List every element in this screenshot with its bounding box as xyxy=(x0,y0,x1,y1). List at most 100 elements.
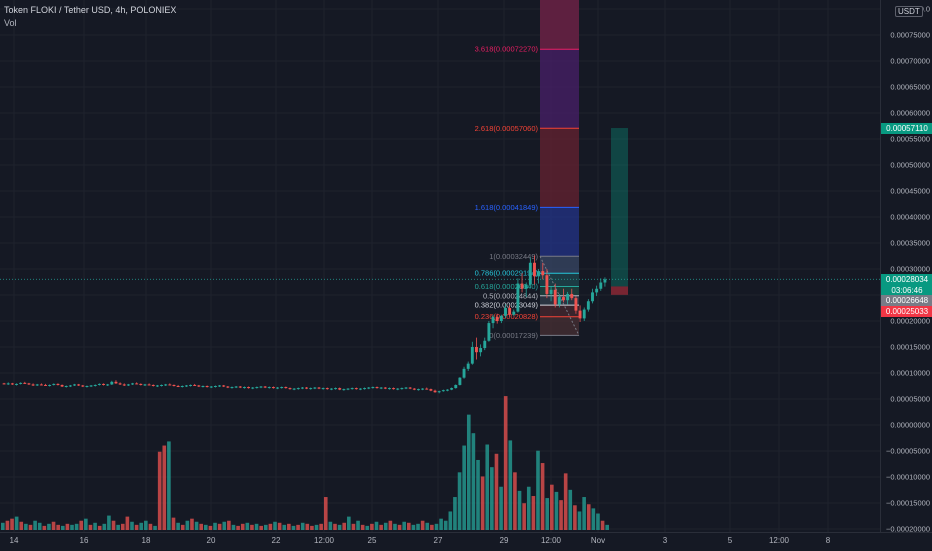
time-axis[interactable]: 14 16 18 20 22 12:00 25 27 29 12:00 Nov 3 5 12:00 8 xyxy=(0,532,932,551)
volume-bar xyxy=(42,525,47,530)
volume-bar xyxy=(204,524,208,530)
volume-bar xyxy=(462,445,466,530)
volume-legend-label[interactable]: Vol xyxy=(4,18,17,28)
candle-body xyxy=(566,293,570,301)
price-tick-label: −0.00015000 xyxy=(885,498,930,508)
candle-body xyxy=(350,388,354,390)
time-tick-label: Nov xyxy=(590,536,606,545)
candle-body xyxy=(296,388,300,390)
candle-body xyxy=(93,384,97,386)
volume-bar xyxy=(397,524,402,530)
price-label-badge: 0.00025033 xyxy=(881,306,932,317)
price-tick-label: 0.00050000 xyxy=(890,160,930,170)
volume-bar xyxy=(148,523,153,530)
volume-bar xyxy=(263,524,268,530)
time-tick-label: 18 xyxy=(141,536,151,545)
volume-bar xyxy=(323,497,328,530)
candle-body xyxy=(143,384,147,386)
chart-legend: Token FLOKI / Tether USD, 4h, POLONIEX V… xyxy=(4,4,176,30)
volume-bar xyxy=(582,497,586,530)
volume-bar xyxy=(374,521,379,530)
chart-pane[interactable]: 3.618(0.00072270) 2.618(0.00057060) 1.618(… xyxy=(0,0,880,532)
candle-body xyxy=(512,311,516,315)
candle-body xyxy=(280,387,284,389)
candle-body xyxy=(89,385,93,387)
volume-bar xyxy=(10,518,14,530)
candle-body xyxy=(595,288,599,293)
volume-bar xyxy=(453,497,457,530)
candle-body xyxy=(504,308,507,316)
candle-body xyxy=(168,384,172,386)
candle-body xyxy=(557,297,561,305)
volume-bar xyxy=(328,521,333,530)
candle-body xyxy=(516,283,520,312)
volume-bar xyxy=(194,521,199,530)
position-stop-zone xyxy=(611,286,628,295)
candle-body xyxy=(462,368,466,378)
volume-bar xyxy=(213,522,217,530)
candle-body xyxy=(263,386,267,388)
candlestick-chart[interactable]: 3.618(0.00072270) 2.618(0.00057060) 1.618(… xyxy=(0,0,880,532)
candle-body xyxy=(10,383,14,385)
candle-body xyxy=(305,387,309,389)
price-tick-label: 0.00010000 xyxy=(890,368,930,378)
volume-bar xyxy=(411,524,416,530)
volume-bar xyxy=(37,522,42,530)
candle-body xyxy=(404,387,408,389)
candle-body xyxy=(213,386,217,387)
volume-bar xyxy=(499,486,503,530)
candle-body xyxy=(450,388,454,390)
volume-bar xyxy=(388,520,393,530)
fib-level-label: 0(0.00017239) xyxy=(489,331,538,340)
candle-body xyxy=(441,390,445,392)
candle-body xyxy=(387,388,391,390)
volume-bar xyxy=(476,459,480,530)
volume-bar xyxy=(420,520,425,530)
candle-body xyxy=(603,279,607,283)
price-axis[interactable]: 0.0 0.00075000 0.00070000 0.00065000 0.00060… xyxy=(880,0,932,534)
candle-body xyxy=(19,382,23,384)
candle-body xyxy=(508,308,512,315)
candle-body xyxy=(437,391,441,393)
volume-bar xyxy=(24,523,28,530)
candle-body xyxy=(541,271,545,276)
currency-selector[interactable]: USDT xyxy=(895,6,923,17)
symbol-title[interactable]: Token FLOKI / Tether USD, 4h, POLONIEX xyxy=(4,5,177,15)
volume-bar xyxy=(342,522,347,530)
volume-bar xyxy=(360,524,365,530)
candle-body xyxy=(371,387,375,389)
volume-bar xyxy=(93,522,97,530)
volume-bar xyxy=(503,396,508,530)
candle-body xyxy=(408,387,412,389)
candle-body xyxy=(363,388,367,390)
volume-bar xyxy=(236,525,240,530)
fib-zone xyxy=(540,256,579,274)
price-tick-label: 0.00005000 xyxy=(890,394,930,404)
volume-bar xyxy=(540,463,545,530)
volume-bar xyxy=(208,525,213,530)
fib-zone xyxy=(540,273,579,287)
candle-body xyxy=(218,385,222,387)
volume-bar xyxy=(79,520,84,530)
volume-bar xyxy=(60,525,65,530)
candle-body xyxy=(189,384,192,386)
fib-level-label: 0.5(0.00024844) xyxy=(483,291,539,300)
candle-body xyxy=(586,301,590,310)
candle-body xyxy=(367,387,371,389)
time-tick-label: 5 xyxy=(727,536,733,545)
volume-bar xyxy=(591,508,596,530)
fib-level-label: 0.236(0.00020828) xyxy=(475,312,539,321)
volume-bar xyxy=(65,523,70,530)
candle-body xyxy=(164,384,168,386)
candle-body xyxy=(230,387,234,389)
volume-bar xyxy=(134,524,139,530)
time-tick-label: 22 xyxy=(271,536,281,545)
candle-body xyxy=(27,383,31,385)
candle-body xyxy=(255,387,259,389)
candle-body xyxy=(487,323,491,341)
price-tick-label: 0.00030000 xyxy=(890,264,930,274)
candle-body xyxy=(6,383,10,385)
price-tick-label: 0.00075000 xyxy=(890,30,930,40)
candle-body xyxy=(60,384,64,387)
volume-bar xyxy=(305,523,310,530)
